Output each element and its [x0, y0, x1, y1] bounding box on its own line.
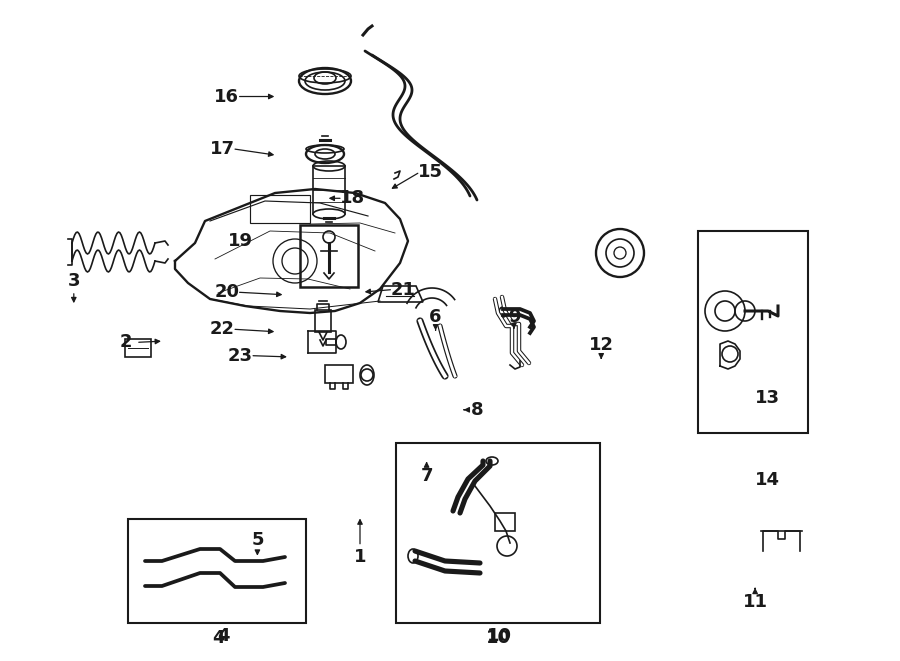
- Text: 10: 10: [487, 627, 512, 645]
- Text: 16: 16: [214, 87, 239, 106]
- Text: 4: 4: [212, 629, 224, 647]
- Ellipse shape: [313, 209, 345, 219]
- Bar: [300, 225, 358, 287]
- Text: 22: 22: [210, 320, 235, 338]
- Text: 20: 20: [214, 283, 239, 301]
- Bar: [495, 513, 515, 531]
- Polygon shape: [378, 286, 423, 302]
- Text: 1: 1: [354, 547, 366, 566]
- Text: 9: 9: [508, 308, 520, 327]
- Text: 15: 15: [418, 163, 443, 181]
- Text: 8: 8: [471, 401, 483, 419]
- Text: 2: 2: [120, 333, 132, 352]
- Text: 5: 5: [251, 531, 264, 549]
- Text: 23: 23: [228, 346, 253, 365]
- Bar: [125, 339, 151, 357]
- Bar: [313, 166, 345, 214]
- Bar: [250, 195, 310, 223]
- Text: 4: 4: [217, 627, 230, 645]
- Text: 13: 13: [755, 389, 780, 407]
- Text: 3: 3: [68, 272, 80, 290]
- Bar: [128, 519, 306, 623]
- Bar: [396, 443, 600, 623]
- Bar: [698, 231, 808, 433]
- Text: 19: 19: [228, 232, 253, 251]
- Text: 17: 17: [210, 139, 235, 158]
- Text: 21: 21: [391, 280, 416, 299]
- Text: 18: 18: [340, 189, 365, 208]
- Text: 10: 10: [485, 629, 510, 647]
- Text: 14: 14: [755, 471, 780, 489]
- Text: 11: 11: [742, 592, 768, 611]
- Bar: [325, 365, 353, 383]
- Bar: [315, 310, 331, 332]
- Text: 6: 6: [429, 308, 442, 327]
- Text: 12: 12: [589, 336, 614, 354]
- Text: 7: 7: [420, 467, 433, 485]
